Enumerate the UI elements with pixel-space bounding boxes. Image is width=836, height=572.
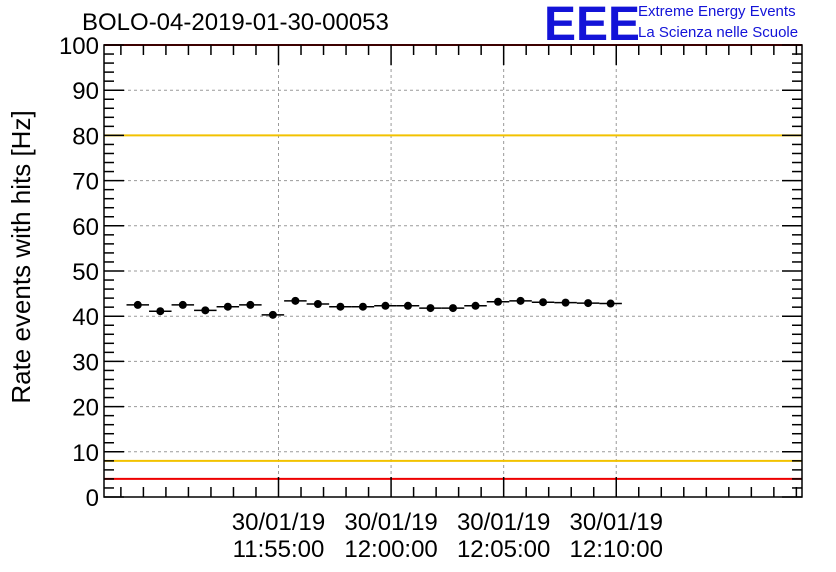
x-tick-label-time: 12:05:00 [457, 536, 550, 563]
reference-lines [104, 44, 802, 480]
y-tick-label: 70 [72, 169, 99, 196]
data-point [223, 302, 232, 311]
data-point [606, 299, 615, 308]
data-point [246, 300, 255, 309]
data-point [268, 310, 277, 319]
y-tick-label: 90 [72, 78, 99, 105]
x-tick-label-time: 12:00:00 [344, 536, 437, 563]
label-layer: 010203040506070809010030/01/1911:55:0030… [6, 33, 663, 563]
grid-layer [104, 45, 802, 497]
data-point [336, 302, 345, 311]
data-point [539, 298, 548, 307]
data-point [403, 301, 412, 310]
y-tick-label: 80 [72, 123, 99, 150]
axis-layer [103, 44, 803, 498]
data-point [313, 299, 322, 308]
chart-title: BOLO-04-2019-01-30-00053 [82, 9, 389, 36]
data-point [471, 301, 480, 310]
x-tick-label-time: 12:10:00 [570, 536, 663, 563]
y-tick-label: 20 [72, 395, 99, 422]
data-point [381, 301, 390, 310]
y-tick-label: 30 [72, 349, 99, 376]
x-tick-label-date: 30/01/19 [570, 509, 663, 536]
eee-logo-letters: EEE [544, 0, 638, 46]
y-axis-title: Rate events with hits [Hz] [6, 110, 36, 403]
y-tick-label: 10 [72, 440, 99, 467]
eee-logo-mark: EEE [544, 0, 638, 46]
data-point [516, 296, 525, 305]
data-point [561, 298, 570, 307]
data-point [201, 306, 210, 315]
data-point [449, 304, 457, 313]
x-tick-label-date: 30/01/19 [457, 509, 550, 536]
x-tick-label-date: 30/01/19 [232, 509, 325, 536]
y-tick-label: 0 [86, 485, 99, 512]
y-tick-label: 60 [72, 214, 99, 241]
data-point [426, 304, 435, 313]
data-point [494, 297, 503, 306]
logo-tagline-1: Extreme Energy Events [638, 3, 796, 20]
x-tick-label-date: 30/01/19 [344, 509, 437, 536]
data-point [178, 300, 187, 309]
x-tick-label-time: 11:55:00 [233, 536, 325, 563]
data-point [133, 300, 142, 309]
data-point [358, 302, 367, 311]
y-tick-label: 50 [72, 259, 99, 286]
y-tick-label: 100 [59, 33, 99, 60]
data-layer [126, 296, 622, 319]
data-point [584, 299, 593, 308]
logo-tagline-2: La Scienza nelle Scuole [638, 24, 799, 41]
data-point [156, 307, 165, 316]
eee-logo: EEE Extreme Energy Events La Scienza nel… [544, 0, 836, 46]
data-point [291, 296, 300, 305]
y-tick-label: 40 [72, 304, 99, 331]
